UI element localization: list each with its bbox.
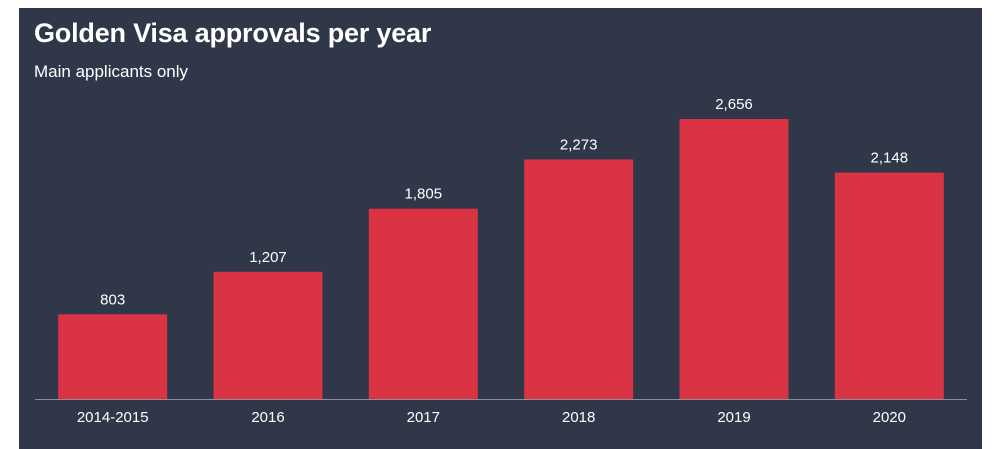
bar-2019: [679, 119, 789, 399]
value-label-2016: 1,207: [249, 249, 287, 266]
value-label-2014-2015: 803: [100, 291, 125, 308]
value-label-2019: 2,656: [715, 96, 753, 113]
value-label-2018: 2,273: [560, 136, 598, 153]
x-tick-label-2016: 2016: [251, 409, 284, 426]
bar-chart: 803 2014-2015 1,207 2016 1,805 2017 2,273 2018 2…: [35, 96, 967, 426]
x-tick-label-2018: 2018: [562, 409, 595, 426]
bar-2016: [213, 271, 323, 399]
bar-2020: [834, 172, 944, 399]
x-tick-label-2020: 2020: [873, 409, 906, 426]
value-label-2020: 2,148: [871, 150, 909, 167]
x-tick-label-2014-2015: 2014-2015: [77, 409, 149, 426]
x-tick-label-2017: 2017: [407, 409, 440, 426]
value-label-2017: 1,805: [405, 186, 443, 203]
bar-2017: [368, 208, 478, 399]
chart-title: Golden Visa approvals per year: [34, 18, 432, 48]
x-tick-label-2019: 2019: [717, 409, 750, 426]
bar-2018: [524, 159, 634, 399]
chart-subtitle: Main applicants only: [34, 62, 189, 81]
bar-2014-2015: [58, 314, 168, 399]
chart-panel: Golden Visa approvals per year Main appl…: [19, 8, 982, 449]
